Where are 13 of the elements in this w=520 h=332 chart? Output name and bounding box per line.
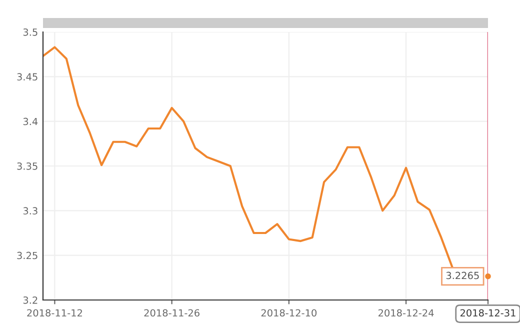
y-tick-label: 3.4 (23, 118, 38, 126)
x-tick-label: 2018-12-31 (460, 309, 516, 317)
y-tick-label: 3.45 (17, 73, 38, 80)
y-tick-label: 3.2 (23, 296, 38, 304)
annotation: 3.2265 (446, 272, 479, 280)
x-tick-label: 2018-12-10 (261, 309, 317, 317)
y-tick-label: 3.5 (23, 28, 38, 36)
x-tick-label: 2018-11-26 (144, 309, 200, 317)
y-tick-label: 3.3 (23, 207, 38, 214)
y-tick-label: 3.35 (17, 162, 38, 170)
x-tick-label: 2018-12-24 (378, 309, 434, 317)
y-tick-label: 3.25 (17, 252, 38, 260)
x-tick-label: 2018-11-12 (27, 309, 82, 317)
